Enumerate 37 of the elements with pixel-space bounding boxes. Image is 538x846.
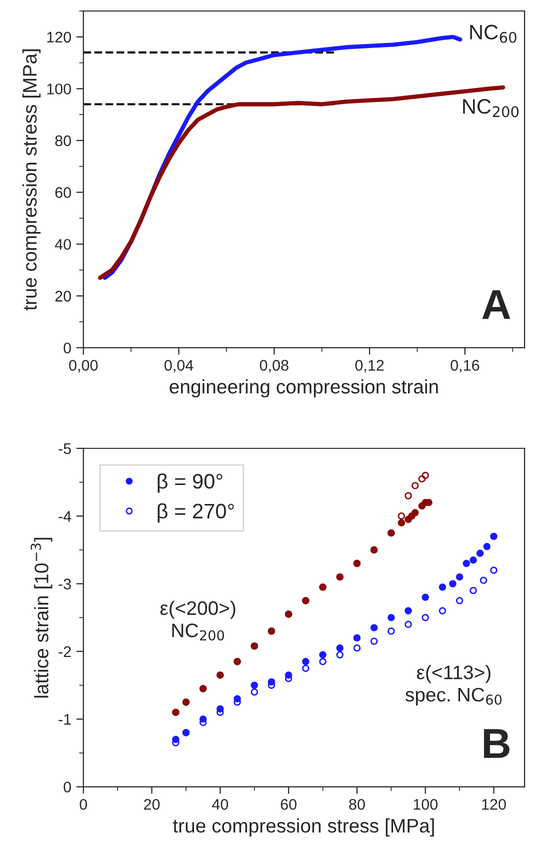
x-tick-label: 40 bbox=[212, 798, 228, 810]
x-tick-label: 80 bbox=[349, 798, 365, 810]
y-tick-label: 120 bbox=[47, 32, 71, 43]
x-tick-label: 0,12 bbox=[355, 360, 384, 373]
y-tick-label: -4 bbox=[58, 511, 72, 522]
x-tick-label: 20 bbox=[144, 798, 160, 810]
x-tick-label: 0 bbox=[80, 798, 88, 810]
y-axis-title: lattice strain [10$^{−3}$] bbox=[30, 538, 52, 698]
annotation: A bbox=[482, 290, 510, 319]
y-tick-label: 60 bbox=[55, 187, 71, 198]
y-tick-label: 0 bbox=[64, 342, 71, 354]
x-tick-label: 0,08 bbox=[260, 360, 288, 373]
legend-label: β = 90° bbox=[158, 473, 222, 493]
x-tick-label: 0,16 bbox=[450, 360, 480, 373]
x-axis-title: true compression stress [MPa] bbox=[172, 818, 434, 837]
series-label: NC$_{200}$ bbox=[463, 99, 519, 118]
x-tick-label: 0,00 bbox=[69, 360, 98, 373]
y-tick-label: 40 bbox=[54, 238, 71, 250]
y-tick-label: 100 bbox=[47, 84, 71, 94]
y-tick-label: -3 bbox=[58, 578, 71, 590]
annotation: B bbox=[484, 729, 510, 758]
x-tick-label: 100 bbox=[414, 798, 438, 810]
legend-label: β = 270° bbox=[158, 503, 234, 523]
y-tick-label: -2 bbox=[58, 646, 71, 657]
y-tick-label: 20 bbox=[55, 290, 71, 302]
y-axis-title: true compression stress [MPa] bbox=[22, 49, 41, 310]
x-axis-title: engineering compression strain bbox=[170, 379, 438, 398]
y-tick-label: -1 bbox=[58, 714, 71, 725]
x-tick-label: 120 bbox=[482, 798, 506, 810]
y-tick-label: 80 bbox=[55, 135, 71, 146]
series-label: NC$_{60}$ bbox=[470, 24, 516, 43]
x-tick-label: 60 bbox=[280, 798, 296, 810]
annotation: ε(<200>) NC$_{200}$ bbox=[160, 600, 236, 641]
x-tick-label: 0,04 bbox=[164, 360, 194, 373]
y-tick-label: -5 bbox=[58, 443, 71, 454]
y-tick-label: 0 bbox=[64, 782, 71, 792]
annotation: ε(<113>) spec. NC$_{60}$ bbox=[406, 664, 502, 706]
